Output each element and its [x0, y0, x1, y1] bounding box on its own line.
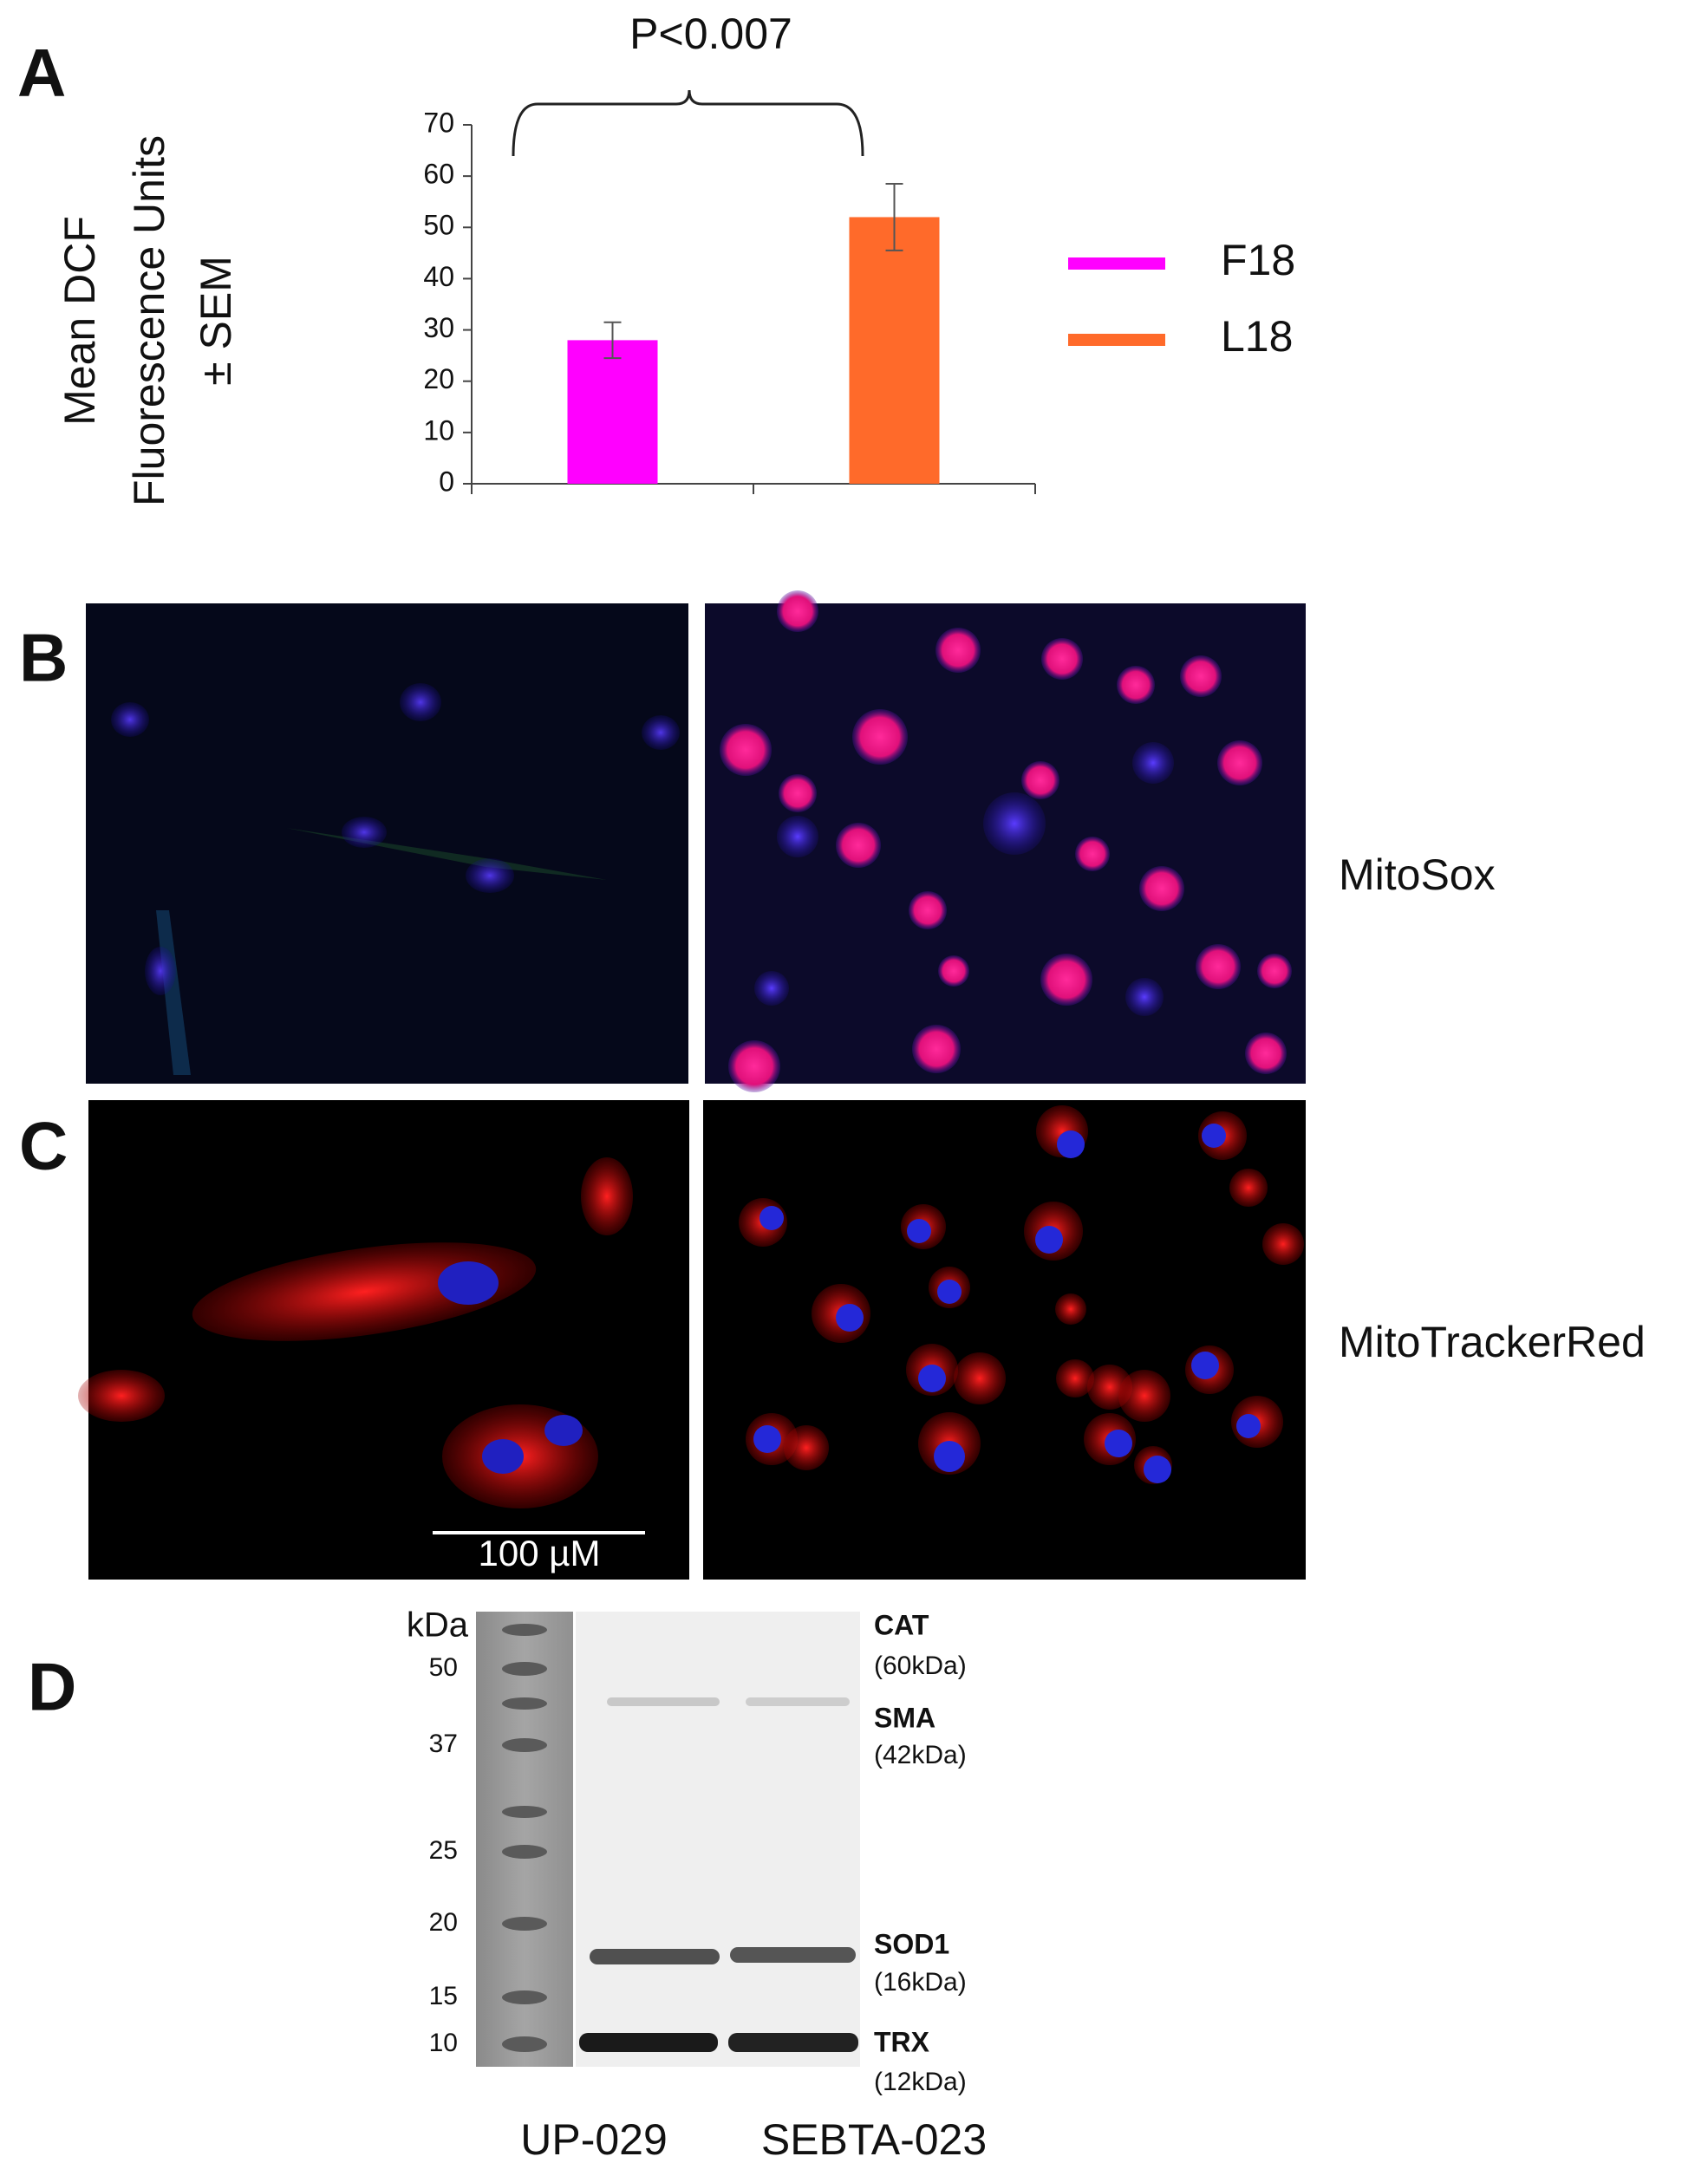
y-tick-label: 50: [423, 210, 454, 241]
y-tick-label: 60: [423, 159, 454, 190]
band-size: (12kDa): [874, 2068, 967, 2096]
y-tick-label: 70: [423, 107, 454, 138]
y-tick-label: 40: [423, 261, 454, 292]
micrograph: [703, 1100, 1306, 1580]
bar: [567, 340, 658, 484]
y-tick-label: 0: [439, 466, 454, 497]
bar: [849, 217, 940, 484]
bracket: [512, 89, 864, 157]
stain-label: MitoSox: [1339, 850, 1496, 899]
lane-label: UP-029: [520, 2115, 668, 2164]
legend-label: F18: [1221, 236, 1295, 284]
stain-label: MitoTrackerRed: [1339, 1318, 1646, 1366]
blot-labels: 50 37 25 20 15 10 CAT (60kDa) SMA (42kDa) SOD1 (16k…: [429, 1609, 988, 2164]
y-label: ± SEM: [192, 256, 240, 386]
error-bar: [885, 183, 903, 251]
panel-letter: C: [19, 1108, 68, 1184]
legend-label: L18: [1221, 312, 1293, 361]
ladder-label: 50: [429, 1653, 458, 1682]
band-size: (16kDa): [874, 1968, 967, 1997]
band-size: (60kDa): [874, 1652, 967, 1680]
ladder-label: 10: [429, 2029, 458, 2057]
y-label-line: Mean DCF: [55, 216, 104, 426]
y-label-line: ± SEM: [192, 256, 240, 386]
panel-letter: A: [17, 35, 66, 111]
y-label-line: Fluorescence Units: [125, 135, 173, 506]
annotation: P<0.007: [629, 10, 792, 58]
y-tick-label: 30: [423, 312, 454, 343]
band-name: SMA: [874, 1702, 935, 1733]
blot: [576, 1612, 860, 2067]
cells: [111, 683, 680, 1075]
panel-letter: D: [28, 1649, 76, 1725]
cells: [739, 1105, 1304, 1484]
bar-chart: 0 10 20 30 40 50 60 70 F18 L18: [423, 107, 1295, 497]
unit-label: kDa: [407, 1606, 469, 1645]
y-tick-label: 10: [423, 414, 454, 446]
lane-label: SEBTA-023: [761, 2115, 987, 2164]
ladder-label: 20: [429, 1908, 458, 1937]
ladder-label: 15: [429, 1982, 458, 2010]
ladder-label: 37: [429, 1730, 458, 1758]
cells: [720, 590, 1292, 1092]
blot-bands: [579, 1697, 858, 2052]
cells: [78, 1157, 633, 1508]
y-label: Mean DCF: [55, 216, 104, 426]
y-tick-label: 20: [423, 363, 454, 394]
band-size: (42kDa): [874, 1741, 967, 1769]
y-label: Fluorescence Units: [125, 135, 173, 506]
error-bar: [603, 321, 622, 360]
band-name: SOD1: [874, 1928, 949, 1959]
panel-letter: B: [19, 620, 68, 696]
ladder-bands: [502, 1624, 547, 2052]
scale-bar-label: 100 µM: [479, 1533, 601, 1573]
band-name: CAT: [874, 1609, 929, 1640]
band-name: TRX: [874, 2026, 930, 2057]
ladder-label: 25: [429, 1836, 458, 1865]
